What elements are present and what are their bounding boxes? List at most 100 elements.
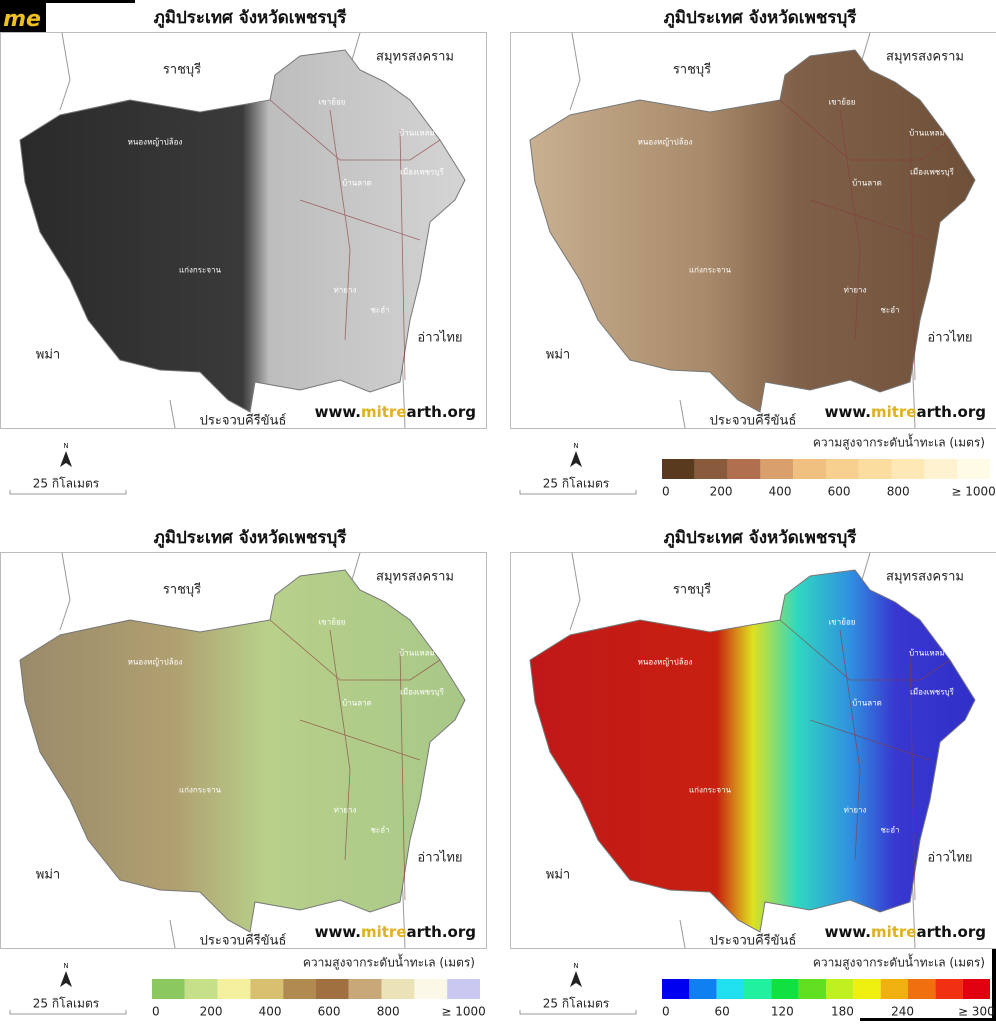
legend-swatch [447, 979, 480, 999]
legend-swatch [935, 979, 962, 999]
legend-tick: 0 [662, 485, 670, 499]
place-label: ชะอำ [880, 306, 899, 315]
region-label: พม่า [546, 348, 570, 363]
website: www.mitrearth.org [825, 403, 986, 421]
website-part: mitre [361, 923, 407, 941]
legend-swatch [414, 979, 447, 999]
place-label: หนองหญ้าปล้อง [128, 658, 183, 667]
legend-swatch [689, 979, 716, 999]
region-label: พม่า [36, 348, 60, 363]
legend-swatch [662, 979, 689, 999]
website-part: www. [315, 403, 361, 421]
legend-tick: 120 [771, 1005, 794, 1019]
region-label: ประจวบคีรีขันธ์ [710, 933, 797, 949]
scale-label: 25 กิโลเมตร [33, 997, 100, 1011]
legend-swatch [826, 979, 853, 999]
legend-swatch [859, 459, 892, 479]
legend-swatch [316, 979, 349, 999]
legend-swatch [250, 979, 283, 999]
place-label: เมืองเพชรบุรี [400, 168, 445, 177]
website-part: arth.org [406, 923, 476, 941]
north-label: N [63, 962, 68, 970]
place-label: บ้านแหลม [909, 649, 945, 658]
website: www.mitrearth.org [315, 923, 476, 941]
legend-swatch [717, 979, 744, 999]
north-label: N [573, 442, 578, 450]
legend-tick: 400 [259, 1005, 282, 1019]
place-label: ท่ายาง [334, 806, 357, 815]
legend-tick: 240 [891, 1005, 914, 1019]
legend-swatch [924, 459, 957, 479]
region-label: ราชบุรี [163, 582, 201, 598]
legend-swatch [957, 459, 990, 479]
north-label: N [573, 962, 578, 970]
legend-tick: 0 [662, 1005, 670, 1019]
place-label: บ้านแหลม [399, 649, 435, 658]
region-label: อ่าวไทย [417, 850, 462, 866]
region-label: ราชบุรี [163, 62, 201, 78]
north-arrow [60, 971, 72, 987]
scale-label: 25 กิโลเมตร [33, 477, 100, 491]
website-part: arth.org [916, 403, 986, 421]
place-label: เขาย้อย [319, 98, 346, 107]
place-label: เขาย้อย [319, 618, 346, 627]
website-part: www. [315, 923, 361, 941]
panel: ภูมิประเทศ จังหวัดเพชรบุรีราชบุรี สมุทรสง… [511, 7, 996, 499]
website-part: mitre [361, 403, 407, 421]
legend-swatch [760, 459, 793, 479]
website-part: mitre [871, 923, 917, 941]
place-label: เมืองเพชรบุรี [910, 688, 955, 697]
north-arrow [60, 451, 72, 467]
legend-tick: 60 [714, 1005, 729, 1019]
legend-swatch [892, 459, 925, 479]
place-label: ชะอำ [370, 306, 389, 315]
legend-swatch [826, 459, 859, 479]
legend-tick: ≥ 1000 [441, 1005, 485, 1019]
place-label: หนองหญ้าปล้อง [128, 138, 183, 147]
north-label: N [63, 442, 68, 450]
region-label: ประจวบคีรีขันธ์ [200, 933, 287, 949]
place-label: ท่ายาง [334, 286, 357, 295]
legend-title: ความสูงจากระดับน้ำทะเล (เมตร) [303, 954, 475, 971]
region-label: พม่า [546, 868, 570, 883]
region-label: อ่าวไทย [417, 330, 462, 346]
region-label: สมุทรสงคราม [376, 50, 454, 65]
region-label: ประจวบคีรีขันธ์ [710, 413, 797, 429]
logo: me [3, 7, 41, 32]
region-label: สมุทรสงคราม [886, 50, 964, 65]
panel: ภูมิประเทศ จังหวัดเพชรบุรีราชบุรีสมุทรสง… [511, 527, 996, 1019]
website: www.mitrearth.org [825, 923, 986, 941]
place-label: หนองหญ้าปล้อง [638, 658, 693, 667]
place-label: บ้านลาด [342, 699, 372, 708]
region-label: สมุทรสงคราม [886, 570, 964, 585]
legend-swatch [218, 979, 251, 999]
place-label: แก่งกระจาน [179, 266, 222, 275]
legend-tick: 200 [200, 1005, 223, 1019]
website: www.mitrearth.org [315, 403, 476, 421]
website-part: www. [825, 403, 871, 421]
legend-tick: ≥ 300 [958, 1005, 995, 1019]
place-label: ท่ายาง [844, 806, 867, 815]
region-label: ราชบุรี [673, 62, 711, 78]
place-label: บ้านลาด [852, 699, 882, 708]
legend-swatch [728, 459, 761, 479]
legend-tick: 0 [152, 1005, 160, 1019]
legend-swatch [695, 459, 728, 479]
region-label: พม่า [36, 868, 60, 883]
legend-tick: 600 [318, 1005, 341, 1019]
legend-swatch [853, 979, 880, 999]
legend-swatch [662, 459, 695, 479]
panel-title: ภูมิประเทศ จังหวัดเพชรบุรี [664, 7, 858, 29]
north-arrow [570, 451, 582, 467]
legend-tick: 400 [769, 485, 792, 499]
legend-tick: 180 [831, 1005, 854, 1019]
north-arrow [570, 971, 582, 987]
place-label: เมืองเพชรบุรี [400, 688, 445, 697]
place-label: ชะอำ [370, 826, 389, 835]
legend-tick: 200 [710, 485, 733, 499]
region-label: อ่าวไทย [927, 850, 972, 866]
place-label: บ้านแหลม [909, 129, 945, 138]
website-part: arth.org [406, 403, 476, 421]
place-label: บ้านแหลม [399, 129, 435, 138]
